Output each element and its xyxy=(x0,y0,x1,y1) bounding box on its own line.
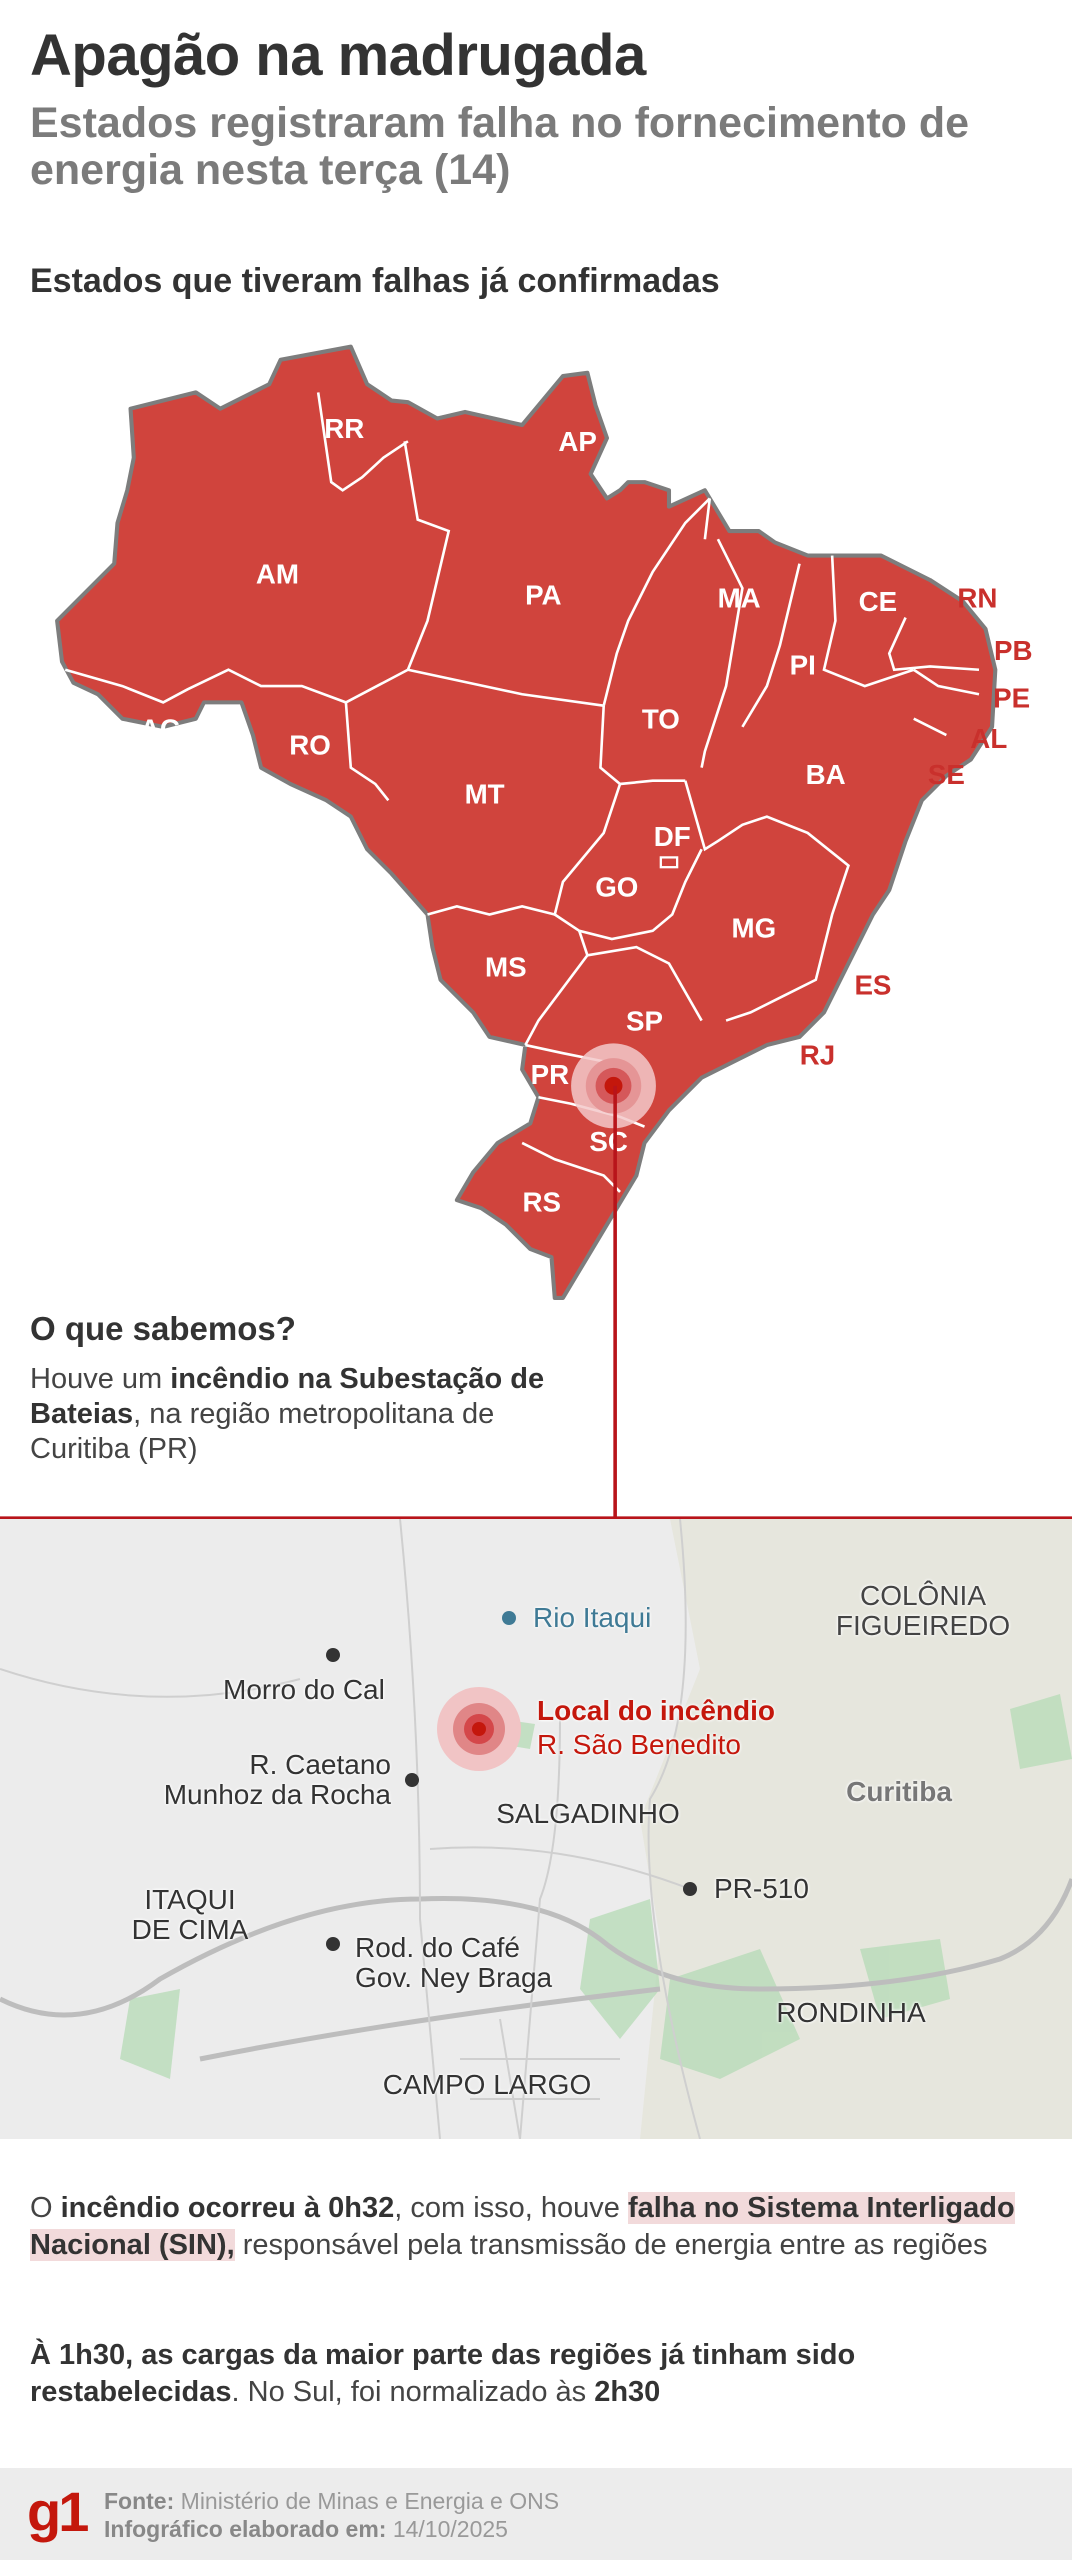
outside-state-labels: RN PB PE AL SE ES RJ xyxy=(800,583,1033,1071)
state-label: PA xyxy=(525,579,561,610)
state-label: MA xyxy=(718,583,761,614)
date-line: Infográfico elaborado em: 14/10/2025 xyxy=(104,2516,508,2543)
state-labels: RR AP AM PA MA CE PI AC RO TO BA MT DF G… xyxy=(140,413,897,1217)
text-bold: incêndio ocorreu à 0h32 xyxy=(60,2192,395,2224)
text: FIGUEIREDO xyxy=(835,1610,1011,1641)
map-label-rondinha: RONDINHA xyxy=(776,1997,926,2028)
state-borders xyxy=(64,392,980,1193)
fire-marker-icon xyxy=(571,1043,656,1129)
fire-location-icon xyxy=(437,1687,521,1771)
map-label-rio-itaqui: Rio Itaqui xyxy=(533,1602,652,1633)
text: responsável pela transmissão de energia … xyxy=(234,2229,988,2261)
state-label: MG xyxy=(731,912,776,943)
state-label: RJ xyxy=(800,1040,835,1071)
know-text: Houve um incêndio na Subestação de Batei… xyxy=(30,1362,590,1467)
text: R. Caetano xyxy=(249,1749,391,1780)
map-label-campo-largo: CAMPO LARGO xyxy=(382,2069,592,2100)
state-label: GO xyxy=(595,872,638,903)
map-label-pr510: PR-510 xyxy=(714,1873,809,1904)
text: DE CIMA xyxy=(131,1914,249,1945)
text: ITAQUI xyxy=(144,1884,236,1915)
state-label: AP xyxy=(558,426,597,457)
g1-logo: g1 xyxy=(27,2480,89,2543)
map-label-colonia: COLÔNIA FIGUEIREDO xyxy=(836,1581,1010,1641)
state-label: DF xyxy=(654,821,691,852)
state-label: RS xyxy=(522,1186,561,1217)
state-label: MT xyxy=(465,779,505,810)
street-map: Rio Itaqui COLÔNIA FIGUEIREDO Morro do Ca… xyxy=(0,1519,1072,2139)
map-label-fire: Local do incêndio xyxy=(537,1695,776,1726)
state-label: RO xyxy=(289,730,331,761)
map-label-fire-street: R. São Benedito xyxy=(537,1729,741,1760)
map-label-rod-cafe: Rod. do Café Gov. Ney Braga xyxy=(355,1933,552,1993)
text: Munhoz da Rocha xyxy=(163,1779,391,1810)
state-label: AM xyxy=(256,558,299,589)
map-label-caetano: R. Caetano Munhoz da Rocha xyxy=(164,1750,391,1810)
state-label: PR xyxy=(531,1059,570,1090)
text: . No Sul, foi normalizado às xyxy=(231,2376,595,2408)
map-label-salgadinho: SALGADINHO xyxy=(496,1798,680,1829)
state-label: RN xyxy=(957,583,997,614)
df-border xyxy=(659,856,679,869)
brazil-shape xyxy=(55,344,998,1300)
page-title: Apagão na madrugada xyxy=(30,23,646,88)
know-heading: O que sabemos? xyxy=(30,1310,296,1347)
text-bold: À 1h30, as cargas da maior parte das reg… xyxy=(30,2339,856,2408)
state-label: AC xyxy=(140,713,180,744)
state-label: ES xyxy=(854,969,891,1000)
text-bold: Infográfico elaborado em: xyxy=(104,2516,387,2542)
map-label-curitiba: Curitiba xyxy=(846,1776,952,1807)
state-label: PE xyxy=(993,682,1030,713)
text: , na região metropolitana de Curitiba (P… xyxy=(30,1398,495,1465)
river-dot-icon xyxy=(502,1611,516,1625)
footer xyxy=(0,2468,1072,2560)
text-bold: incêndio na Subestação de Bateias xyxy=(30,1363,545,1430)
text-bold: 2h30 xyxy=(594,2376,661,2408)
state-label: PB xyxy=(994,635,1033,666)
text: Gov. Ney Braga xyxy=(355,1962,553,1993)
state-label: RR xyxy=(324,413,364,444)
restore-paragraph: À 1h30, as cargas da maior parte das reg… xyxy=(30,2337,1040,2411)
text: Ministério de Minas e Energia e ONS xyxy=(174,2488,560,2514)
map-label-itaqui-de-cima: ITAQUI DE CIMA xyxy=(132,1885,249,1945)
map-label-morro-do-cal: Morro do Cal xyxy=(223,1674,385,1705)
state-label: SC xyxy=(589,1126,628,1157)
text: COLÔNIA xyxy=(859,1580,987,1611)
state-label: PI xyxy=(790,650,816,681)
page-subtitle: Estados registraram falha no forneciment… xyxy=(30,99,970,194)
text: Rod. do Café xyxy=(355,1932,520,1963)
fire-paragraph: O incêndio ocorreu à 0h32, com isso, hou… xyxy=(30,2190,1040,2264)
location-dot-icon xyxy=(326,1648,340,1662)
state-label: SE xyxy=(928,759,965,790)
location-dot-icon xyxy=(683,1882,697,1896)
map-title: Estados que tiveram falhas já confirmada… xyxy=(30,262,720,300)
state-label: BA xyxy=(806,759,846,790)
state-label: TO xyxy=(642,703,680,734)
location-dot-icon xyxy=(326,1937,340,1951)
state-label: CE xyxy=(859,586,898,617)
state-label: AL xyxy=(970,723,1007,754)
text: , com isso, houve xyxy=(394,2192,628,2224)
state-label: SP xyxy=(626,1005,663,1036)
text-bold: Fonte: xyxy=(104,2488,175,2514)
text: Houve um xyxy=(30,1363,171,1395)
text: 14/10/2025 xyxy=(386,2516,508,2542)
source-line: Fonte: Ministério de Minas e Energia e O… xyxy=(104,2488,559,2515)
state-label: MS xyxy=(485,952,527,983)
text: O xyxy=(30,2192,61,2224)
street-map-background xyxy=(0,1519,1072,2139)
location-dot-icon xyxy=(405,1773,419,1787)
